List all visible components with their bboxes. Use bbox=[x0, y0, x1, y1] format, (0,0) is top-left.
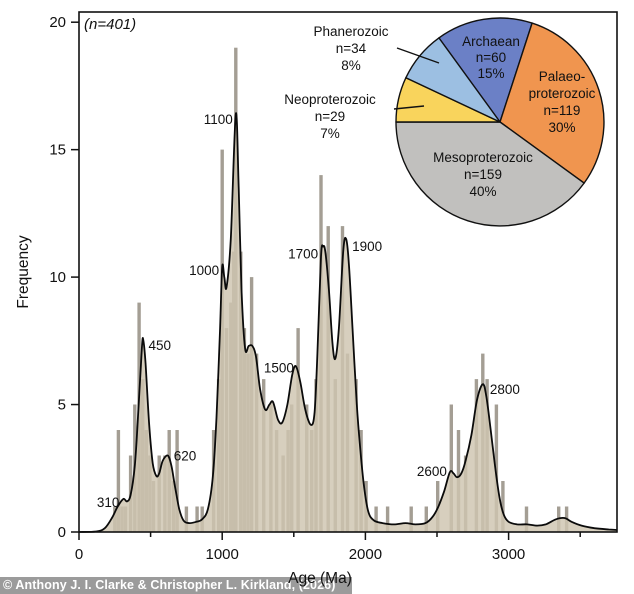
x-tick-label: 3000 bbox=[492, 546, 525, 563]
x-axis-title: Age (Ma) bbox=[288, 570, 352, 587]
pie-label-palaeoproterozoic: n=119 bbox=[544, 103, 581, 118]
pie-label-archaean: 15% bbox=[477, 66, 504, 81]
histogram-bar bbox=[501, 481, 505, 532]
copyright-text: © Anthony J. I. Clarke & Christopher L. … bbox=[3, 578, 336, 592]
peak-label-450: 450 bbox=[148, 338, 171, 353]
pie-slice-archaean bbox=[438, 17, 533, 123]
pie-label-palaeoproterozoic: Palaeo- bbox=[539, 69, 586, 84]
pie-label-neoproterozoic: Neoproterozoic bbox=[284, 92, 376, 107]
kde-fill bbox=[79, 113, 617, 532]
peak-label-2600: 2600 bbox=[417, 464, 447, 479]
pie-label-mesoproterozoic: n=159 bbox=[464, 167, 502, 182]
x-tick-label: 2000 bbox=[349, 546, 382, 563]
pie-label-archaean: n=60 bbox=[476, 50, 506, 65]
histogram-bar bbox=[409, 506, 413, 532]
pie-label-mesoproterozoic: 40% bbox=[469, 184, 496, 199]
plot-frame bbox=[78, 11, 618, 533]
y-tick-label: 5 bbox=[58, 397, 66, 414]
peak-label-1500: 1500 bbox=[264, 360, 294, 375]
kde-line bbox=[78, 112, 618, 533]
peak-label-310: 310 bbox=[97, 495, 120, 510]
pie-label-archaean: Archaean bbox=[462, 34, 520, 49]
peak-label-1700: 1700 bbox=[288, 247, 318, 262]
x-tick-label: 1000 bbox=[206, 546, 239, 563]
x-tick-label: 0 bbox=[75, 546, 83, 563]
pie-label-neoproterozoic: n=29 bbox=[315, 109, 345, 124]
histogram-bar bbox=[385, 506, 390, 532]
copyright-bar: © Anthony J. I. Clarke & Christopher L. … bbox=[0, 577, 352, 594]
histogram-bar bbox=[424, 506, 428, 532]
pie-label-phanerozoic: n=34 bbox=[336, 41, 367, 56]
pie-slice-mesoproterozoic bbox=[395, 121, 585, 227]
y-axis-title: Frequency bbox=[15, 235, 32, 309]
peak-label-1100: 1100 bbox=[204, 112, 233, 127]
histogram-bar bbox=[449, 404, 453, 532]
pie-label-neoproterozoic: 7% bbox=[320, 126, 340, 141]
histogram-bar bbox=[195, 506, 199, 532]
pie-label-palaeoproterozoic: 30% bbox=[548, 120, 575, 135]
peak-label-620: 620 bbox=[174, 449, 197, 464]
peak-label-1000: 1000 bbox=[189, 263, 219, 278]
histogram-bar bbox=[175, 430, 179, 532]
sample-count-annotation: (n=401) bbox=[84, 16, 137, 33]
y-tick-label: 15 bbox=[49, 142, 66, 159]
histogram-bar bbox=[494, 404, 499, 532]
y-tick-label: 0 bbox=[58, 524, 66, 541]
pie-label-mesoproterozoic: Mesoproterozoic bbox=[433, 150, 533, 165]
peak-label-2800: 2800 bbox=[490, 382, 520, 397]
leader-line-phanerozoic bbox=[396, 47, 440, 64]
axes bbox=[71, 21, 581, 540]
histogram-bar bbox=[184, 506, 189, 532]
histogram-bar bbox=[374, 506, 378, 532]
peak-label-1900: 1900 bbox=[352, 239, 382, 254]
histogram-bar bbox=[524, 506, 529, 532]
y-tick-label: 20 bbox=[49, 14, 66, 31]
y-tick-label: 10 bbox=[49, 269, 66, 286]
kde-curve bbox=[78, 112, 618, 533]
pie-label-phanerozoic: 8% bbox=[341, 58, 361, 73]
pie-slice-palaeoproterozoic bbox=[499, 22, 605, 184]
leader-line-neoproterozoic bbox=[393, 105, 425, 110]
pie-label-phanerozoic: Phanerozoic bbox=[313, 24, 388, 39]
histogram-bar bbox=[116, 430, 121, 532]
pie-label-palaeoproterozoic: proterozoic bbox=[529, 86, 596, 101]
